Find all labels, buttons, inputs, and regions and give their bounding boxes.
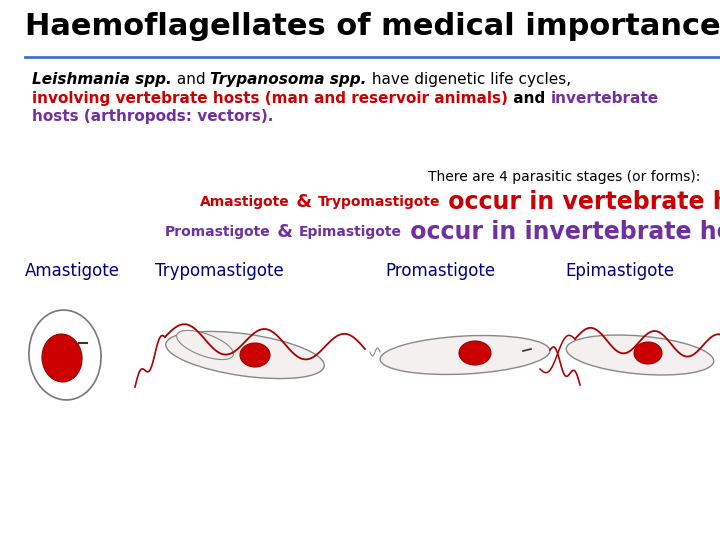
Ellipse shape (459, 341, 491, 365)
Text: Amastigote: Amastigote (200, 195, 289, 209)
Text: occur in invertebrate hosts: occur in invertebrate hosts (402, 220, 720, 244)
Ellipse shape (176, 330, 233, 360)
Text: involving vertebrate hosts (man and reservoir animals): involving vertebrate hosts (man and rese… (32, 91, 508, 106)
Text: Promastigote: Promastigote (165, 225, 271, 239)
Ellipse shape (566, 335, 714, 375)
Text: Trypomastigote: Trypomastigote (318, 195, 441, 209)
Ellipse shape (380, 335, 550, 374)
Text: occur in vertebrate hosts: occur in vertebrate hosts (441, 190, 720, 214)
Ellipse shape (166, 332, 324, 379)
Ellipse shape (634, 342, 662, 364)
Text: Trypomastigote: Trypomastigote (155, 262, 284, 280)
Text: There are 4 parasitic stages (or forms):: There are 4 parasitic stages (or forms): (428, 170, 700, 184)
Ellipse shape (29, 310, 101, 400)
Text: have digenetic life cycles,: have digenetic life cycles, (366, 72, 571, 87)
Text: and: and (508, 91, 550, 106)
Ellipse shape (240, 343, 270, 367)
Text: Epimastigote: Epimastigote (299, 225, 402, 239)
Text: &: & (271, 223, 299, 241)
Text: Haemoflagellates of medical importance: Haemoflagellates of medical importance (25, 12, 720, 41)
Text: and: and (172, 72, 210, 87)
Text: hosts (arthropods: vectors).: hosts (arthropods: vectors). (32, 109, 274, 124)
Ellipse shape (42, 334, 82, 382)
Text: Promastigote: Promastigote (385, 262, 495, 280)
Text: &: & (289, 193, 318, 211)
Text: Trypanosoma spp.: Trypanosoma spp. (210, 72, 366, 87)
Text: invertebrate: invertebrate (550, 91, 659, 106)
Text: Amastigote: Amastigote (25, 262, 120, 280)
Text: Epimastigote: Epimastigote (565, 262, 674, 280)
Text: Leishmania spp.: Leishmania spp. (32, 72, 172, 87)
